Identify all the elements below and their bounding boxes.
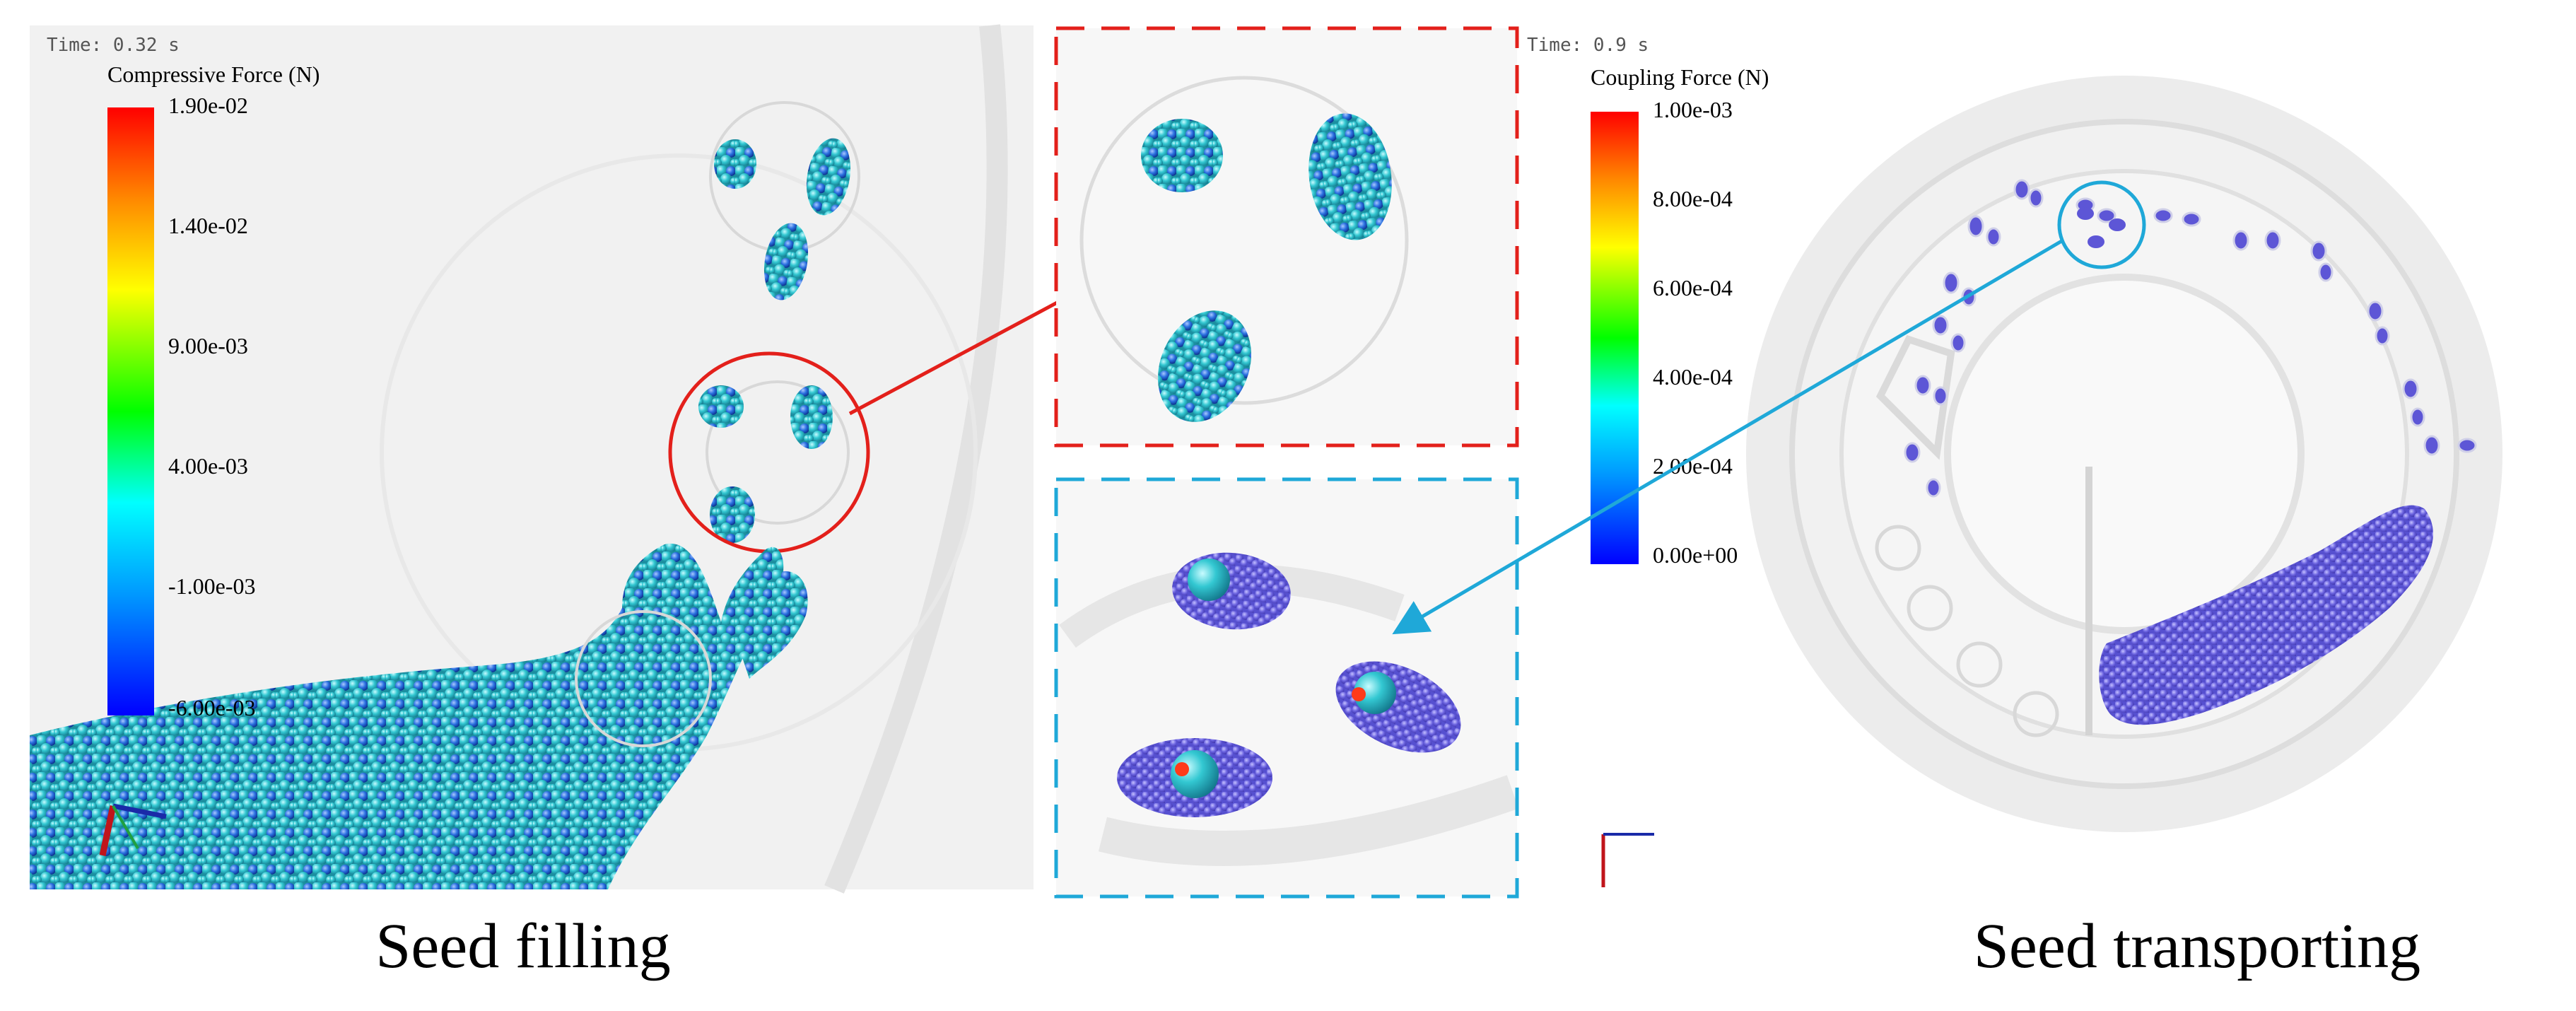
right-colorbar	[1591, 112, 1639, 564]
blue-callout-arrow	[1392, 238, 2064, 635]
empty-seed-holes	[1875, 525, 2059, 737]
zoom-frame-blue	[1054, 477, 1519, 899]
left-panel: Time: 0.32 s Compressive Force (N) 1.90e…	[30, 24, 1034, 981]
zoom-inset-red	[1054, 26, 1519, 448]
seed-meter-disc	[1746, 76, 2502, 832]
axis-triad-small	[1601, 833, 1654, 887]
left-legend-tick: -1.00e-03	[168, 573, 256, 599]
seed-cluster	[698, 385, 744, 428]
seed-pile-meter	[2099, 505, 2433, 725]
highlight-circle-blue	[2057, 180, 2146, 269]
left-legend-tick: 9.00e-03	[168, 333, 248, 358]
seed-pile	[30, 543, 808, 889]
left-legend-title: Compressive Force (N)	[107, 62, 320, 87]
seed-cluster	[763, 223, 809, 300]
seed-cluster	[710, 486, 755, 543]
right-legend-tick: 8.00e-04	[1653, 186, 1733, 211]
left-legend-tick: 4.00e-03	[168, 453, 248, 479]
right-panel: Time: 0.9 s Coupling Force (N) 1.00e-03 …	[1527, 35, 2502, 981]
left-legend-tick: 1.90e-02	[168, 93, 248, 118]
left-colorbar	[107, 107, 154, 715]
right-legend-tick: 4.00e-04	[1653, 364, 1733, 390]
seed-cluster	[714, 139, 756, 189]
right-legend-tick: 6.00e-04	[1653, 275, 1733, 300]
left-time-label: Time: 0.32 s	[47, 35, 180, 56]
zoom-frame-red	[1054, 26, 1519, 448]
seed-cluster-zoom	[1309, 113, 1392, 240]
axis-triad	[99, 803, 167, 856]
seed-cluster	[790, 385, 833, 449]
right-legend-tick: 1.00e-03	[1653, 97, 1733, 122]
seed-hole-group-top	[709, 101, 860, 300]
left-caption: Seed filling	[375, 911, 670, 981]
seed-hole-group-highlighted	[668, 351, 870, 554]
seed-cluster-zoom	[1141, 119, 1223, 192]
left-legend-ticks: 1.90e-02 1.40e-02 9.00e-03 4.00e-03 -1.0…	[168, 93, 256, 720]
zoom-inset-blue	[1054, 477, 1519, 899]
left-legend-tick: -6.00e-03	[168, 695, 256, 720]
right-legend-tick: 0.00e+00	[1653, 542, 1738, 568]
right-caption: Seed transporting	[1974, 911, 2420, 981]
right-legend-ticks: 1.00e-03 8.00e-04 6.00e-04 4.00e-04 2.00…	[1653, 97, 1738, 568]
left-legend-tick: 1.40e-02	[168, 213, 248, 238]
seed-cluster-zoom	[1157, 310, 1252, 422]
seed-cluster	[806, 138, 851, 216]
seed-disc-outline	[824, 24, 1008, 894]
right-legend-title: Coupling Force (N)	[1591, 64, 1769, 90]
right-time-label: Time: 0.9 s	[1527, 35, 1649, 56]
